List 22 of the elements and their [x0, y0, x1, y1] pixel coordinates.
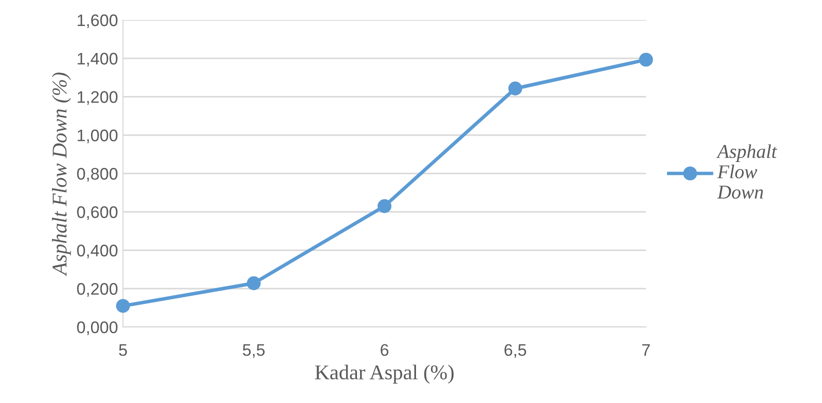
y-tick-label: 0,200	[77, 283, 118, 297]
x-tick-label: 6,5	[504, 344, 526, 358]
y-tick-label: 1,000	[78, 130, 118, 144]
x-tick-label: 5,5	[242, 344, 265, 358]
y-tick-label: 0,600	[77, 206, 118, 220]
point	[508, 82, 522, 96]
y-tick-label: 0,800	[77, 168, 118, 182]
x-tick-label: 6	[380, 344, 388, 356]
point	[116, 298, 130, 313]
point	[639, 52, 653, 67]
y-tick-label: 1,600	[78, 14, 118, 28]
x-tick-label: 5	[119, 344, 127, 356]
point	[246, 276, 261, 290]
x-tick-label: 7	[642, 344, 650, 356]
y-tick-label: 0,400	[77, 244, 118, 258]
y-tick-label: 1,200	[78, 91, 118, 105]
point	[378, 199, 392, 214]
x-axis-title: Kadar Aspal (%)	[315, 364, 454, 384]
y-axis-title: Asphalt Flow Down (%)	[52, 72, 71, 276]
legend-label: Asphalt Flow Down	[716, 144, 778, 199]
y-tick-label: 1,400	[78, 52, 118, 67]
y-tick-label: 0,000	[77, 321, 118, 336]
